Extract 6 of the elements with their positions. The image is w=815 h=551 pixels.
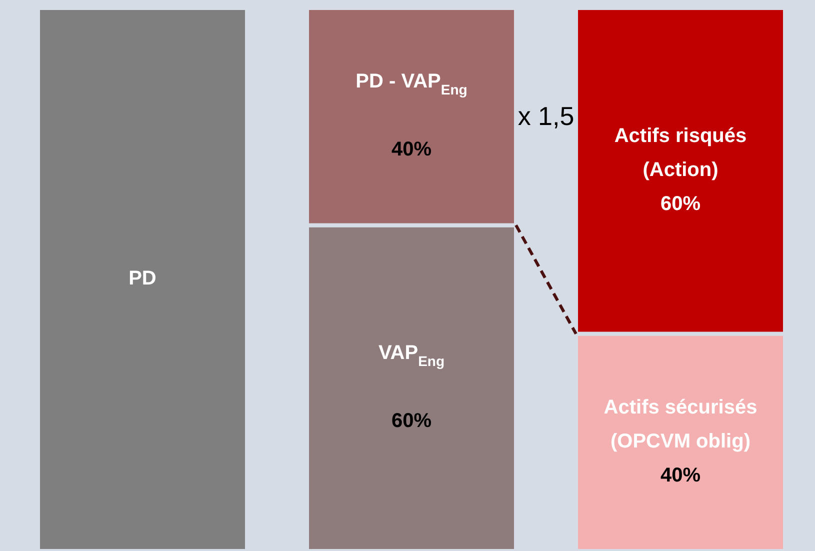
data-label: Actifs risqués (Action) 60% — [614, 125, 747, 216]
annotation: x 1,5 — [518, 100, 574, 131]
data-label: PD — [128, 268, 156, 290]
text: PD - VAP$_{Eng}$ 40% — [356, 70, 468, 161]
text: VAP$_{Eng}$ 60% — [378, 342, 445, 432]
data-label: Actifs sécurisés (OPCVM oblig) 40% — [604, 396, 758, 487]
